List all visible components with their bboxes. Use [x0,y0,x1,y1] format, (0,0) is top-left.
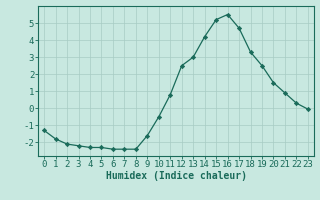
X-axis label: Humidex (Indice chaleur): Humidex (Indice chaleur) [106,171,246,181]
